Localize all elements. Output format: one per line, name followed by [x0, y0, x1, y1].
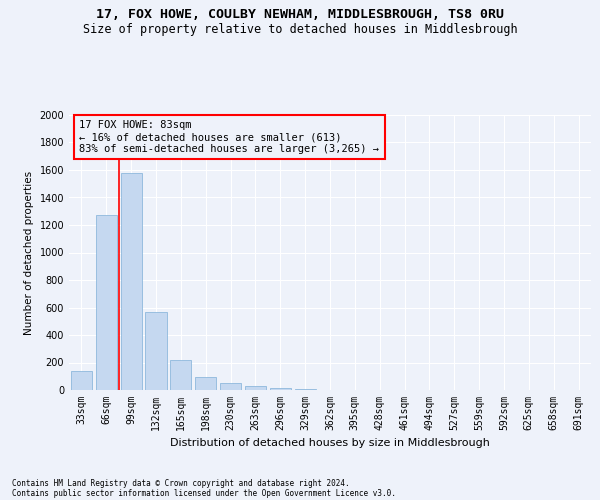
- Text: 17 FOX HOWE: 83sqm
← 16% of detached houses are smaller (613)
83% of semi-detach: 17 FOX HOWE: 83sqm ← 16% of detached hou…: [79, 120, 379, 154]
- Bar: [245, 386, 266, 390]
- Text: Contains HM Land Registry data © Crown copyright and database right 2024.: Contains HM Land Registry data © Crown c…: [12, 478, 350, 488]
- Bar: [170, 360, 191, 390]
- Text: Size of property relative to detached houses in Middlesbrough: Size of property relative to detached ho…: [83, 22, 517, 36]
- Text: 17, FOX HOWE, COULBY NEWHAM, MIDDLESBROUGH, TS8 0RU: 17, FOX HOWE, COULBY NEWHAM, MIDDLESBROU…: [96, 8, 504, 20]
- Text: Contains public sector information licensed under the Open Government Licence v3: Contains public sector information licen…: [12, 488, 396, 498]
- Bar: [71, 371, 92, 390]
- Bar: [96, 216, 117, 390]
- Bar: [121, 173, 142, 390]
- Bar: [145, 312, 167, 390]
- X-axis label: Distribution of detached houses by size in Middlesbrough: Distribution of detached houses by size …: [170, 438, 490, 448]
- Bar: [270, 388, 291, 390]
- Bar: [195, 377, 216, 390]
- Y-axis label: Number of detached properties: Number of detached properties: [24, 170, 34, 334]
- Bar: [220, 383, 241, 390]
